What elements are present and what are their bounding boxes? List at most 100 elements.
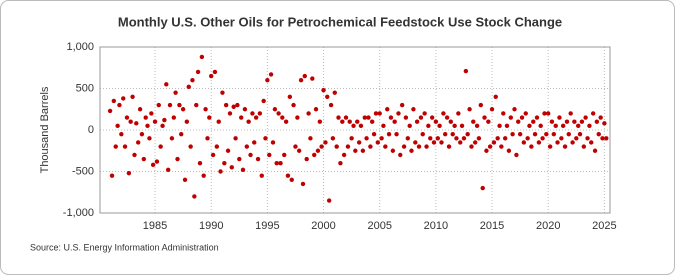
point — [194, 102, 199, 108]
point — [111, 98, 117, 104]
source: Source: U.S. Energy Information Administ… — [30, 242, 219, 252]
point — [300, 181, 306, 187]
point — [414, 119, 420, 124]
point — [568, 111, 573, 116]
point — [356, 140, 362, 145]
point — [328, 102, 334, 108]
point — [222, 161, 227, 166]
point — [164, 82, 169, 87]
point — [330, 136, 336, 141]
point — [366, 115, 371, 120]
point — [265, 78, 270, 83]
point — [403, 115, 409, 120]
point — [369, 119, 375, 124]
point — [493, 94, 498, 100]
point — [244, 144, 250, 149]
point — [476, 136, 482, 141]
point — [413, 140, 418, 145]
point — [282, 152, 287, 158]
point — [358, 123, 364, 129]
point — [128, 119, 133, 124]
point — [179, 131, 184, 137]
point — [514, 152, 519, 158]
point — [461, 136, 467, 141]
point — [283, 119, 289, 124]
point — [401, 144, 407, 149]
point — [278, 161, 283, 166]
point — [149, 111, 154, 116]
point — [441, 111, 446, 116]
point — [237, 156, 242, 162]
point — [574, 136, 579, 141]
point — [212, 69, 218, 75]
point — [446, 144, 452, 149]
point — [351, 123, 356, 129]
point — [564, 119, 570, 124]
point — [486, 119, 491, 124]
point — [218, 169, 223, 174]
point — [474, 123, 480, 129]
point — [132, 152, 137, 158]
point — [326, 198, 332, 203]
point — [255, 156, 261, 162]
point — [560, 123, 566, 129]
y-tick-label: 500 — [76, 82, 94, 94]
point — [371, 131, 377, 137]
point — [319, 144, 324, 149]
x-tick-label: 2015 — [480, 220, 504, 232]
point — [156, 102, 161, 108]
point — [497, 123, 502, 129]
point — [227, 111, 233, 116]
point — [267, 152, 272, 158]
point — [409, 148, 414, 153]
point — [547, 144, 553, 149]
point — [458, 140, 463, 145]
point — [585, 136, 590, 141]
point — [452, 123, 457, 129]
point — [394, 131, 399, 137]
point — [439, 140, 444, 145]
point — [296, 148, 302, 153]
point — [375, 140, 381, 145]
point — [519, 115, 525, 120]
point — [188, 144, 193, 149]
point — [310, 76, 315, 81]
point — [504, 123, 510, 129]
point — [145, 123, 150, 129]
point — [418, 115, 424, 120]
point — [239, 115, 244, 120]
point — [527, 123, 532, 129]
point — [469, 144, 474, 149]
point — [499, 144, 504, 149]
point — [147, 136, 152, 141]
point — [124, 115, 130, 120]
point — [304, 156, 309, 162]
x-tick-label: 2000 — [311, 220, 335, 232]
point — [203, 107, 208, 112]
point — [334, 144, 339, 149]
point — [544, 131, 549, 137]
point — [525, 136, 530, 141]
point — [557, 115, 562, 120]
point — [534, 115, 540, 120]
point — [259, 173, 264, 178]
point — [192, 194, 197, 199]
point — [471, 119, 476, 124]
point — [150, 162, 156, 168]
point — [285, 173, 291, 178]
point — [207, 115, 212, 120]
y-tick-label: -1,000 — [63, 207, 94, 219]
point — [472, 140, 478, 145]
point — [115, 123, 120, 129]
point — [323, 140, 328, 145]
point — [377, 111, 382, 116]
point — [180, 107, 186, 112]
point — [293, 144, 298, 149]
point — [205, 136, 210, 141]
point — [523, 111, 528, 116]
point — [489, 107, 495, 112]
point — [480, 185, 485, 191]
point — [517, 131, 523, 137]
point — [546, 111, 551, 116]
point — [437, 123, 442, 129]
